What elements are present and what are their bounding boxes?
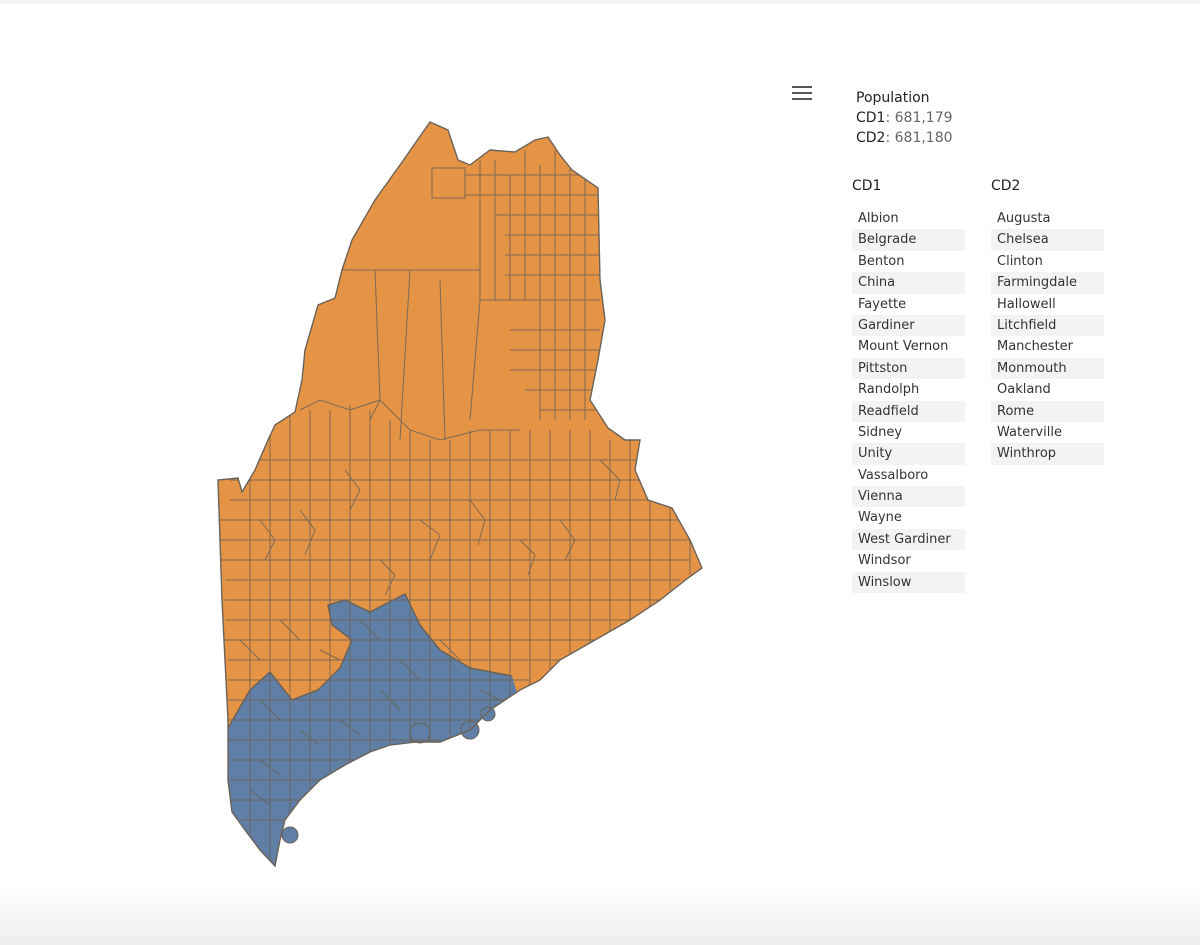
town-list-item[interactable]: Vienna	[852, 486, 965, 508]
population-title: Population	[856, 90, 930, 106]
town-list-item[interactable]: Randolph	[858, 382, 920, 398]
town-list-item[interactable]: Rome	[991, 400, 1104, 422]
cd2-towns: Augusta Chelsea Clinton Farmingdale Hallowel…	[991, 208, 1104, 465]
town-list-item[interactable]: Augusta	[997, 211, 1051, 226]
town-list-item[interactable]: China	[852, 272, 965, 294]
town-list-item[interactable]: Vassalboro	[858, 467, 929, 483]
hamburger-menu-icon[interactable]	[792, 86, 812, 104]
cd1-town-list: CD1 Albion Belgrade Benton China Fayette Gard…	[852, 178, 965, 594]
town-list-item[interactable]: Clinton	[997, 253, 1043, 269]
menu-bar	[792, 92, 812, 94]
town-list-item[interactable]: Waterville	[997, 424, 1062, 440]
town-list-item[interactable]: Hallowell	[997, 296, 1056, 312]
menu-bar	[792, 98, 812, 100]
population-legend: Population CD1: 681,179 CD2: 681,180	[856, 88, 953, 148]
town-list-item[interactable]: Winthrop	[991, 443, 1104, 465]
cd1-towns: Albion Belgrade Benton China Fayette Gardiner…	[852, 208, 965, 594]
cd2-label: CD2	[856, 130, 886, 146]
town-list-item[interactable]: Gardiner	[852, 314, 965, 337]
town-list-item[interactable]: Litchfield	[991, 314, 1104, 337]
cd2-list-heading: CD2	[991, 178, 1021, 194]
population-cd1-row: CD1: 681,179	[856, 108, 953, 128]
town-list-item[interactable]: Sidney	[858, 424, 903, 440]
town-list-item[interactable]: Windsor	[858, 553, 911, 569]
town-list-item[interactable]: Monmouth	[991, 357, 1104, 380]
township-boundaries	[218, 150, 700, 860]
population-cd2-row: CD2: 681,180	[856, 128, 953, 148]
town-list-item[interactable]: Belgrade	[852, 229, 965, 251]
town-list-item[interactable]: Fayette	[858, 296, 907, 312]
town-list-item[interactable]: Wayne	[858, 510, 902, 526]
town-list-item[interactable]: Chelsea	[991, 229, 1104, 251]
island-shape	[480, 706, 496, 722]
cd2-town-list: CD2 Augusta Chelsea Clinton Farmingdale Hall…	[991, 178, 1104, 465]
menu-bar	[792, 86, 812, 88]
town-list-item[interactable]: Farmingdale	[991, 272, 1104, 294]
town-list-item[interactable]: Mount Vernon	[858, 339, 949, 355]
town-list-item[interactable]: Winslow	[852, 571, 965, 594]
town-list-item[interactable]: West Gardiner	[852, 528, 965, 551]
cd1-list-heading: CD1	[852, 178, 882, 194]
cd2-population: : 681,180	[885, 130, 953, 146]
town-list-item[interactable]: Albion	[858, 211, 899, 226]
district-boundary	[227, 592, 513, 729]
town-list-item[interactable]: Readfield	[852, 400, 965, 422]
bottom-shade	[0, 885, 1200, 945]
town-list-item[interactable]: Oakland	[997, 382, 1051, 398]
cd1-region[interactable]	[200, 594, 525, 870]
town-list-item[interactable]: Unity	[852, 443, 965, 465]
town-list-item[interactable]: Pittston	[852, 357, 965, 380]
top-divider	[0, 0, 1200, 4]
town-list-item[interactable]: Benton	[858, 253, 905, 269]
town-list-item[interactable]: Manchester	[997, 339, 1074, 355]
island-shape	[281, 826, 299, 844]
cd1-label: CD1	[856, 110, 886, 126]
cd1-population: : 681,179	[885, 110, 953, 126]
